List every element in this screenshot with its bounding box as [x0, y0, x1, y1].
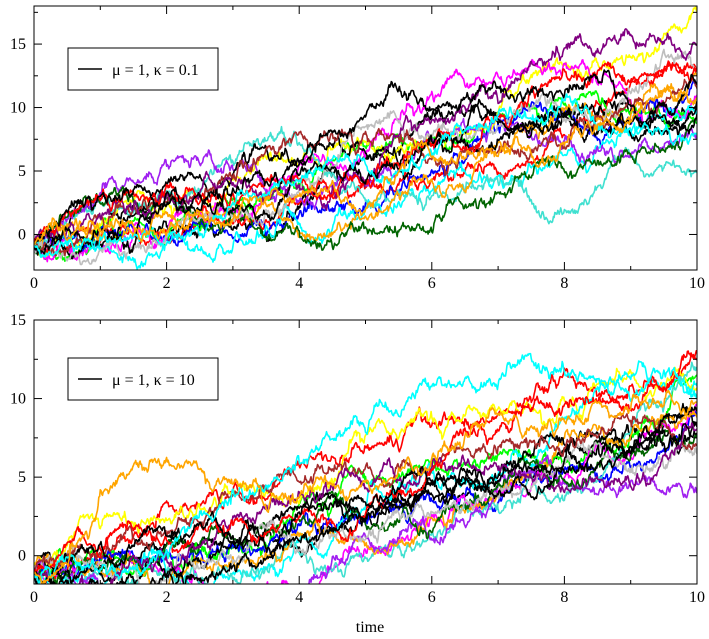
y-tick-label: 10	[10, 100, 26, 117]
chart-panel-top: 0 2 4 6 8 10 0 5 10 15 μ = 1, κ = 0.1	[10, 5, 705, 292]
series-line-18	[34, 73, 697, 245]
legend-bottom: μ = 1, κ = 10	[67, 357, 219, 401]
x-tick-label: 8	[560, 275, 568, 292]
legend-label-top: μ = 1, κ = 0.1	[112, 62, 199, 79]
x-tick-label: 0	[30, 589, 38, 606]
series-line-14	[34, 413, 697, 571]
y-tick-label: 15	[10, 312, 26, 329]
x-axis-label: time	[356, 619, 384, 636]
x-tick-label: 0	[30, 275, 38, 292]
series-line-18	[34, 422, 697, 584]
series-line-7	[34, 375, 697, 584]
series-layer-top	[34, 6, 697, 270]
series-line-3	[34, 90, 697, 263]
series-line-13	[34, 441, 697, 584]
ticks-top: 0 2 4 6 8 10 0 5 10 15	[10, 6, 705, 292]
series-line-15	[34, 422, 697, 584]
legend-label-bottom: μ = 1, κ = 10	[112, 372, 195, 389]
y-tick-label: 0	[18, 548, 26, 565]
chart-panel-bottom: 0 2 4 6 8 10 0 5 10 15 μ = 1, κ = 10	[10, 312, 705, 606]
series-line-8	[34, 125, 697, 249]
x-tick-label: 2	[163, 589, 171, 606]
x-tick-label: 8	[560, 589, 568, 606]
x-tick-label: 2	[163, 275, 171, 292]
x-tick-label: 6	[428, 589, 436, 606]
series-line-14	[34, 76, 697, 257]
series-line-20	[34, 389, 697, 584]
series-line-19	[34, 93, 697, 259]
series-line-9	[34, 409, 697, 584]
series-line-20	[34, 86, 697, 246]
series-line-13	[34, 48, 697, 266]
y-tick-label: 15	[10, 36, 26, 53]
y-tick-label: 10	[10, 391, 26, 408]
series-layer-bottom	[34, 349, 697, 584]
x-tick-label: 6	[428, 275, 436, 292]
y-tick-label: 0	[18, 226, 26, 243]
series-line-17	[34, 69, 697, 255]
x-tick-label: 4	[295, 275, 303, 292]
y-tick-label: 5	[18, 469, 26, 486]
series-line-16	[34, 350, 697, 575]
x-tick-label: 4	[295, 589, 303, 606]
series-line-1	[34, 98, 697, 247]
x-tick-label: 10	[689, 589, 705, 606]
series-line-12	[34, 102, 697, 260]
legend-top: μ = 1, κ = 0.1	[67, 47, 219, 91]
ticks-bottom: 0 2 4 6 8 10 0 5 10 15	[10, 312, 705, 606]
series-line-2	[34, 60, 697, 258]
y-tick-label: 5	[18, 163, 26, 180]
series-line-19	[34, 352, 697, 584]
x-tick-label: 10	[689, 275, 705, 292]
